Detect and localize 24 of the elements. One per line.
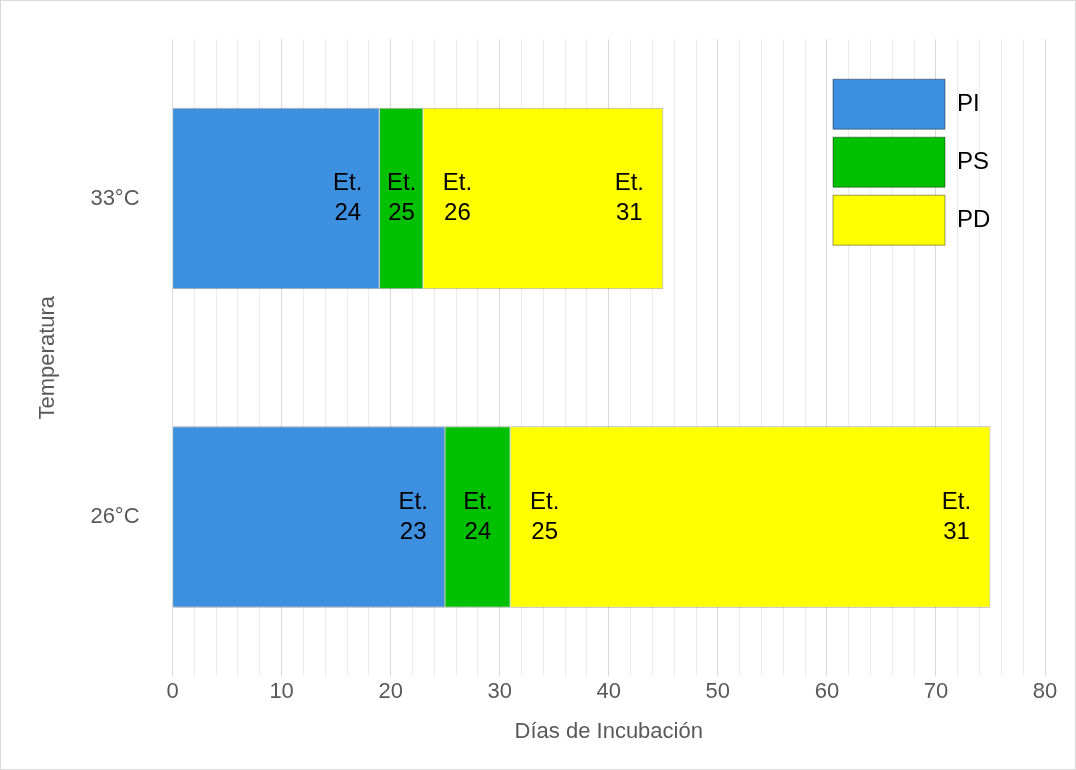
annotation: Et. 31 (941, 486, 972, 544)
annotation: Et. 26 (442, 168, 473, 226)
annotation: Et. 24 (333, 168, 363, 226)
y-tick-label: 26°C (90, 503, 140, 529)
y-tick-label: 33°C (90, 184, 140, 210)
legend-label: PS (957, 146, 990, 174)
annotation: Et. 23 (398, 486, 428, 544)
x-tick-label: 10 (269, 678, 294, 704)
annotation: Et. 24 (463, 486, 493, 544)
x-tick-label: 70 (923, 678, 949, 704)
annotation: Et. 25 (386, 168, 417, 226)
legend-label: PI (957, 88, 980, 116)
annotation: Et. 31 (614, 168, 644, 226)
x-tick-label: 50 (705, 678, 731, 704)
x-tick-label: 20 (378, 678, 403, 704)
y-axis-title: Temperatura (34, 295, 60, 420)
x-tick-label: 40 (596, 678, 622, 704)
legend-label: PD (957, 204, 991, 232)
annotation: Et. 25 (529, 486, 560, 544)
x-axis-title: Días de Incubación (514, 717, 703, 743)
x-tick-label: 0 (166, 678, 179, 704)
x-tick-label: 60 (814, 678, 840, 704)
x-tick-label: 30 (487, 678, 512, 704)
x-tick-label: 80 (1032, 678, 1058, 704)
